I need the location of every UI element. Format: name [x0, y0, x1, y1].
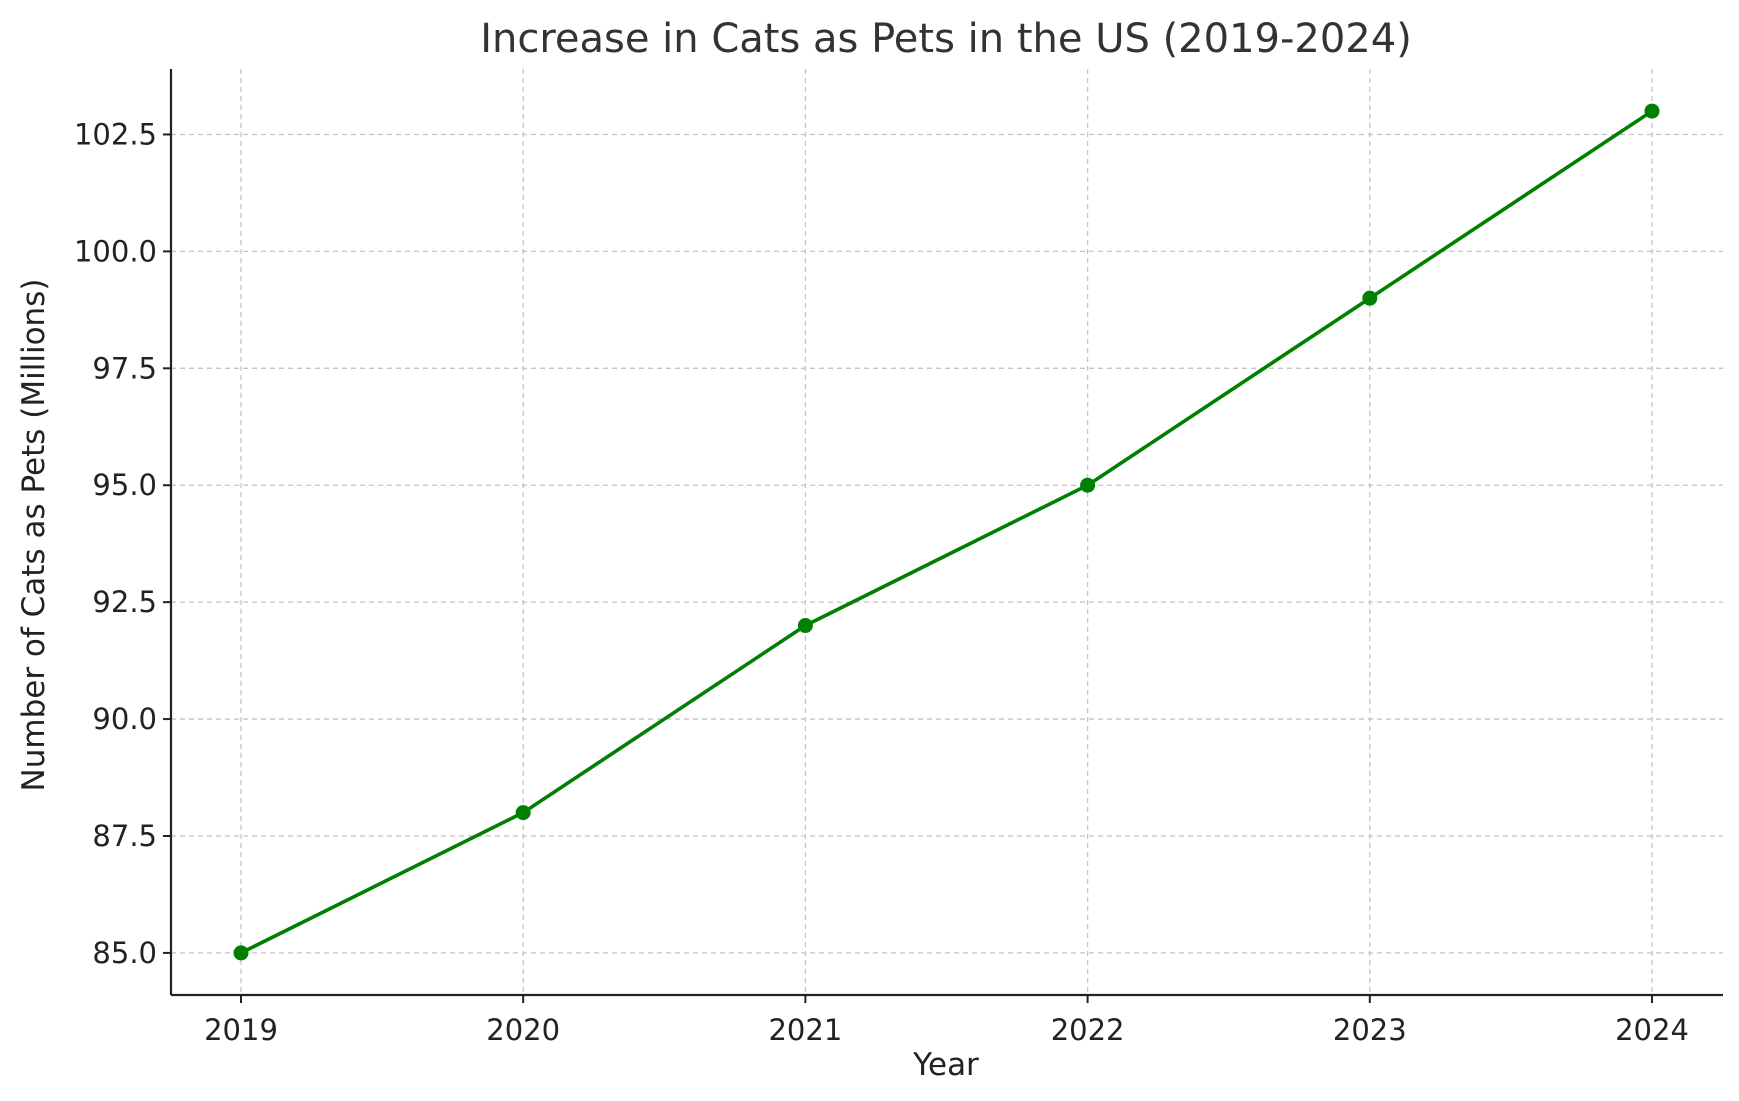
data-point-marker	[515, 805, 531, 821]
x-tick-label: 2019	[204, 1013, 278, 1047]
x-tick-label: 2023	[1333, 1013, 1407, 1047]
series-line	[239, 109, 1654, 955]
axes	[163, 69, 1723, 1003]
data-point-marker	[1362, 290, 1378, 306]
data-point-marker	[1080, 477, 1096, 493]
chart-title: Increase in Cats as Pets in the US (2019…	[480, 16, 1412, 62]
data-point-marker	[1644, 103, 1660, 119]
grid	[171, 69, 1723, 995]
x-axis-label: Year	[912, 1047, 979, 1083]
y-tick-label: 100.0	[74, 234, 157, 268]
y-tick-label: 92.5	[92, 585, 157, 619]
x-tick-label: 2021	[768, 1013, 842, 1047]
y-axis-label: Number of Cats as Pets (Millions)	[16, 279, 52, 792]
data-point-marker	[233, 945, 249, 961]
series-layer	[233, 103, 1660, 961]
x-tick-label: 2020	[486, 1013, 560, 1047]
y-tick-label: 97.5	[92, 351, 157, 385]
y-tick-label: 95.0	[92, 468, 157, 502]
y-tick-label: 90.0	[92, 702, 157, 736]
x-tick-label: 2022	[1051, 1013, 1125, 1047]
data-point-marker	[797, 618, 813, 634]
y-tick-label: 87.5	[92, 819, 157, 853]
y-tick-label: 102.5	[74, 117, 157, 151]
x-tick-label: 2024	[1615, 1013, 1689, 1047]
y-tick-label: 85.0	[92, 936, 157, 970]
tick-labels: 2019 2020 2021 2022 2023 2024 85.0 87.5 90.0 92.5…	[74, 117, 1689, 1047]
